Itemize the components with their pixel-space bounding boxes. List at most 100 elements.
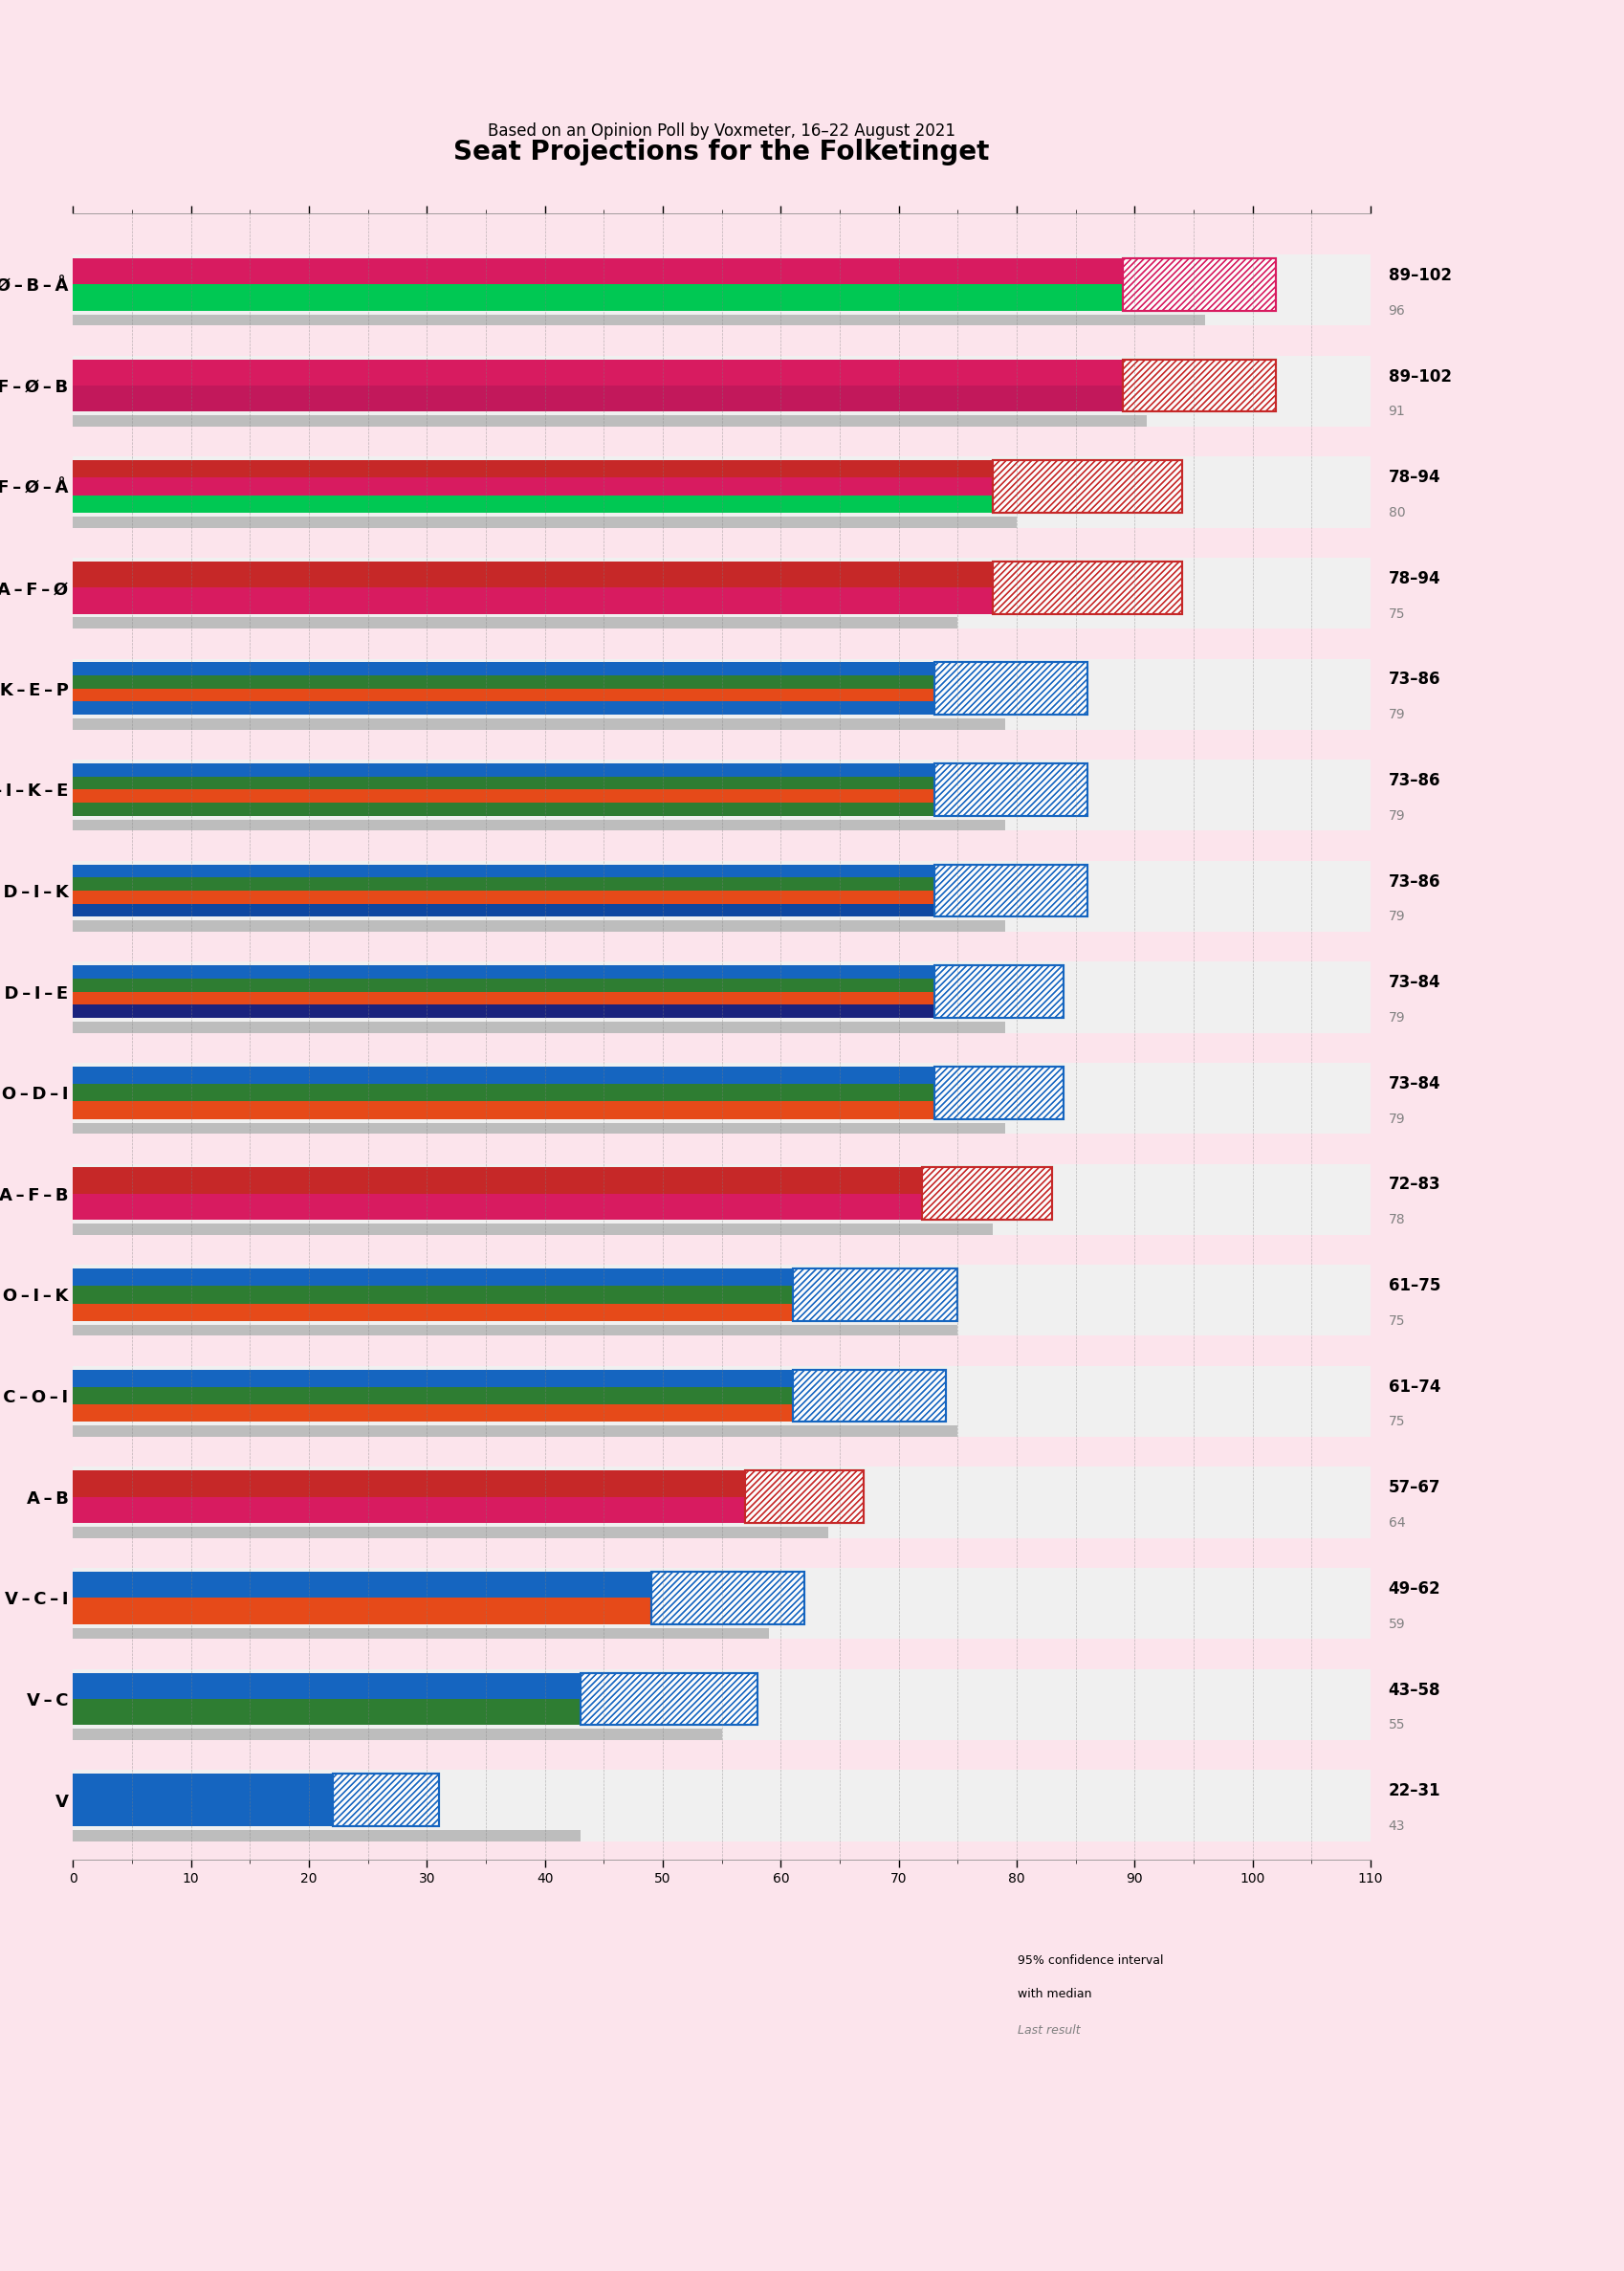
FancyBboxPatch shape: [934, 663, 1086, 715]
FancyBboxPatch shape: [73, 1067, 934, 1083]
FancyBboxPatch shape: [73, 802, 934, 815]
FancyBboxPatch shape: [934, 865, 1086, 917]
FancyBboxPatch shape: [73, 663, 934, 674]
Text: 61–74: 61–74: [1387, 1378, 1439, 1394]
FancyBboxPatch shape: [73, 702, 934, 715]
Text: 43–58: 43–58: [1387, 1681, 1439, 1699]
FancyBboxPatch shape: [73, 284, 1122, 311]
FancyBboxPatch shape: [73, 861, 1369, 931]
Text: 55: 55: [1387, 1719, 1405, 1733]
Text: Last result: Last result: [1017, 2023, 1080, 2037]
Text: with median: with median: [1017, 1987, 1091, 2001]
Text: 80: 80: [1387, 506, 1405, 520]
FancyBboxPatch shape: [73, 1830, 580, 1842]
FancyBboxPatch shape: [73, 254, 1369, 325]
FancyBboxPatch shape: [73, 1426, 957, 1438]
FancyBboxPatch shape: [929, 1935, 976, 1987]
FancyBboxPatch shape: [73, 1728, 721, 1740]
FancyBboxPatch shape: [73, 1195, 922, 1220]
FancyBboxPatch shape: [73, 1699, 580, 1726]
FancyBboxPatch shape: [73, 890, 934, 904]
Text: 61–75: 61–75: [1387, 1276, 1439, 1294]
FancyBboxPatch shape: [73, 461, 992, 477]
FancyBboxPatch shape: [73, 1403, 793, 1422]
FancyBboxPatch shape: [73, 820, 1004, 831]
FancyBboxPatch shape: [73, 386, 1122, 411]
FancyBboxPatch shape: [73, 1774, 333, 1826]
FancyBboxPatch shape: [580, 1674, 757, 1726]
FancyBboxPatch shape: [73, 979, 934, 992]
FancyBboxPatch shape: [73, 456, 1369, 527]
FancyBboxPatch shape: [934, 1067, 1064, 1120]
Text: 75: 75: [1387, 1415, 1405, 1428]
FancyBboxPatch shape: [73, 1497, 745, 1524]
Text: 73–86: 73–86: [1387, 872, 1439, 890]
Text: 89–102: 89–102: [1387, 268, 1450, 284]
Text: 95% confidence interval: 95% confidence interval: [1017, 1955, 1163, 1967]
Text: 57–67: 57–67: [1387, 1478, 1439, 1497]
Text: 78–94: 78–94: [1387, 468, 1440, 486]
FancyBboxPatch shape: [73, 1285, 793, 1304]
FancyBboxPatch shape: [73, 588, 992, 613]
Text: 96: 96: [1387, 304, 1405, 318]
FancyBboxPatch shape: [73, 1572, 651, 1599]
FancyBboxPatch shape: [73, 1674, 580, 1699]
FancyBboxPatch shape: [73, 1101, 934, 1120]
FancyBboxPatch shape: [73, 865, 934, 877]
FancyBboxPatch shape: [73, 1388, 793, 1403]
FancyBboxPatch shape: [73, 961, 1369, 1033]
FancyBboxPatch shape: [73, 1004, 934, 1017]
FancyBboxPatch shape: [992, 461, 1181, 513]
FancyBboxPatch shape: [73, 761, 1369, 831]
FancyBboxPatch shape: [73, 877, 934, 890]
Text: 91: 91: [1387, 404, 1405, 418]
FancyBboxPatch shape: [73, 1599, 651, 1624]
FancyBboxPatch shape: [73, 904, 934, 917]
Text: 75: 75: [1387, 1315, 1405, 1329]
Text: 79: 79: [1387, 709, 1405, 722]
Text: 73–86: 73–86: [1387, 772, 1439, 790]
Text: 79: 79: [1387, 1011, 1405, 1024]
FancyBboxPatch shape: [73, 777, 934, 790]
FancyBboxPatch shape: [73, 313, 1205, 325]
FancyBboxPatch shape: [73, 1467, 1369, 1537]
Text: 78–94: 78–94: [1387, 570, 1440, 588]
FancyBboxPatch shape: [73, 495, 992, 513]
FancyBboxPatch shape: [73, 1669, 1369, 1740]
FancyBboxPatch shape: [73, 718, 1004, 729]
Text: 89–102: 89–102: [1387, 368, 1450, 386]
Text: 43: 43: [1387, 1819, 1405, 1833]
FancyBboxPatch shape: [73, 763, 934, 777]
FancyBboxPatch shape: [73, 1063, 1369, 1133]
FancyBboxPatch shape: [73, 790, 934, 802]
Text: 75: 75: [1387, 606, 1405, 620]
FancyBboxPatch shape: [73, 1324, 957, 1335]
Title: Seat Projections for the Folketinget: Seat Projections for the Folketinget: [453, 139, 989, 166]
FancyBboxPatch shape: [1122, 359, 1275, 411]
Text: Based on an Opinion Poll by Voxmeter, 16–22 August 2021: Based on an Opinion Poll by Voxmeter, 16…: [487, 123, 955, 139]
FancyBboxPatch shape: [73, 1304, 793, 1322]
FancyBboxPatch shape: [934, 763, 1086, 815]
FancyBboxPatch shape: [73, 1265, 1369, 1335]
FancyBboxPatch shape: [73, 416, 1147, 427]
FancyBboxPatch shape: [745, 1472, 862, 1524]
FancyBboxPatch shape: [1122, 259, 1275, 311]
FancyBboxPatch shape: [73, 1369, 793, 1388]
FancyBboxPatch shape: [976, 1935, 1012, 1987]
FancyBboxPatch shape: [73, 359, 1122, 386]
FancyBboxPatch shape: [651, 1572, 804, 1624]
FancyBboxPatch shape: [73, 1472, 745, 1497]
FancyBboxPatch shape: [73, 1526, 828, 1537]
FancyBboxPatch shape: [73, 1083, 934, 1101]
Text: 73–84: 73–84: [1387, 974, 1440, 990]
FancyBboxPatch shape: [73, 357, 1369, 427]
FancyBboxPatch shape: [73, 1122, 1004, 1133]
FancyBboxPatch shape: [793, 1369, 945, 1422]
FancyBboxPatch shape: [73, 259, 1122, 284]
Text: 79: 79: [1387, 808, 1405, 822]
FancyBboxPatch shape: [992, 561, 1181, 613]
Text: 22–31: 22–31: [1387, 1783, 1440, 1799]
FancyBboxPatch shape: [73, 1022, 1004, 1033]
Text: 49–62: 49–62: [1387, 1581, 1440, 1597]
FancyBboxPatch shape: [73, 659, 1369, 729]
